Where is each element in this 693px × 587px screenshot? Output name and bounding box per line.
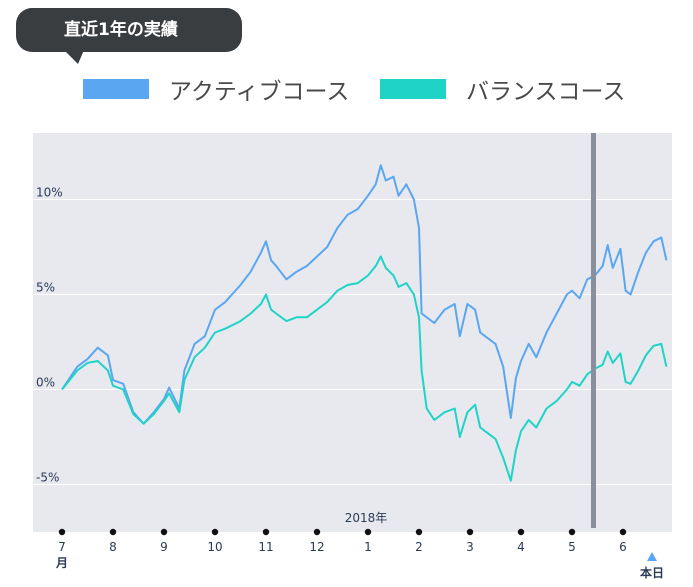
plot-background — [33, 133, 672, 532]
month-tick-dot — [58, 528, 66, 536]
y-tick-label: 5% — [36, 281, 55, 295]
month-tick-label: 12 — [309, 540, 324, 554]
legend-swatch-active — [83, 79, 149, 99]
series-line-active — [61, 164, 668, 425]
month-tick-label: 8 — [109, 540, 117, 554]
month-tick-dot — [415, 528, 423, 536]
month-tick-dot — [619, 528, 627, 536]
month-tick-label: 3 — [466, 540, 474, 554]
month-tick-dot — [364, 528, 372, 536]
x-axis: 7 8 9 10 11 12 1 2 3 4 5 6 — [58, 528, 627, 554]
month-tick-dot — [466, 528, 474, 536]
period-badge: 直近1年の実績 — [16, 8, 242, 52]
month-tick-dot — [160, 528, 168, 536]
y-tick-label: 10% — [36, 186, 63, 200]
today-arrow-icon — [647, 552, 657, 561]
month-tick-label: 6 — [619, 540, 627, 554]
legend-item-active[interactable]: アクティブコース — [83, 76, 349, 105]
today-label: 本日 — [640, 565, 664, 580]
month-tick-label: 9 — [160, 540, 168, 554]
month-tick-label: 5 — [568, 540, 576, 554]
month-tick-dot — [517, 528, 525, 536]
series-line-balance — [61, 255, 668, 482]
legend-label-balance: バランスコース — [466, 79, 626, 105]
month-tick-label: 7 — [58, 540, 66, 554]
gridlines — [33, 199, 672, 485]
month-tick-label: 4 — [517, 540, 525, 554]
month-tick-dot — [211, 528, 219, 536]
month-tick-dot — [313, 528, 321, 536]
y-tick-label: 0% — [36, 376, 55, 390]
legend-label-active: アクティブコース — [169, 79, 350, 105]
year-label: 2018年 — [345, 511, 388, 525]
month-tick-label: 11 — [258, 540, 273, 554]
month-tick-label: 10 — [207, 540, 222, 554]
month-tick-dot — [109, 528, 117, 536]
current-position-marker — [591, 133, 596, 528]
month-tick-dot — [262, 528, 270, 536]
y-tick-labels: 10% 5% 0% -5% — [36, 186, 63, 485]
month-tick-label: 2 — [415, 540, 423, 554]
series-lines — [61, 164, 668, 482]
month-unit-label: 月 — [55, 556, 68, 570]
month-tick-dot — [568, 528, 576, 536]
legend-item-balance[interactable]: バランスコース — [380, 76, 625, 105]
month-tick-label: 1 — [364, 540, 372, 554]
y-tick-label: -5% — [36, 471, 59, 485]
legend-swatch-balance — [380, 79, 446, 99]
badge-tail — [64, 50, 84, 64]
